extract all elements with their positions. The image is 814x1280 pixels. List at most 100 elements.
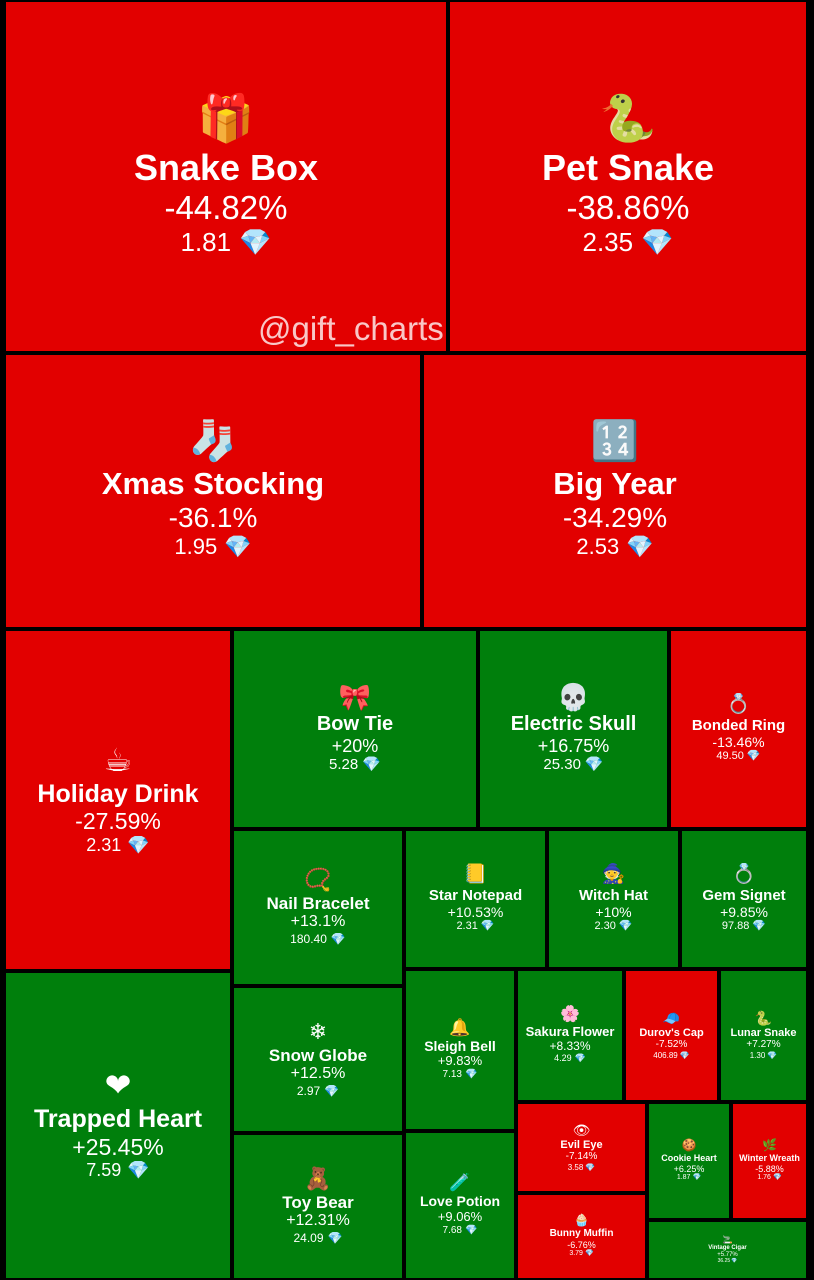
treemap-tile: 🎁 Snake Box -44.82% 1.81 💎 <box>4 0 448 353</box>
tile-change: -44.82% <box>164 188 288 226</box>
skull-icon: 💀 <box>557 681 590 712</box>
tile-name: Cookie Heart <box>661 1153 717 1164</box>
tile-name: Trapped Heart <box>33 1105 203 1134</box>
tile-price-value: 49.50 <box>716 750 744 763</box>
tile-name: Vintage Cigar <box>708 1244 747 1251</box>
treemap-tile: 🧪 Love Potion +9.06% 7.68 💎 <box>404 1131 516 1280</box>
tile-change: -5.88% <box>755 1163 784 1174</box>
tile-price: 1.81 💎 <box>181 227 272 258</box>
tile-price-value: 5.28 <box>329 756 359 774</box>
tile-price-value: 97.88 <box>721 920 750 933</box>
treemap-tile: 📿 Nail Bracelet +13.1% 180.40 💎 <box>232 829 404 986</box>
tile-price-value: 3.79 <box>569 1250 583 1258</box>
tile-price: 7.68 💎 <box>443 1225 478 1237</box>
tile-price-value: 2.97 <box>296 1083 321 1098</box>
tile-name: Nail Bracelet <box>266 893 370 913</box>
tile-price-value: 7.59 <box>86 1160 122 1181</box>
treemap-tile: 📒 Star Notepad +10.53% 2.31 💎 <box>404 829 547 969</box>
tile-name: Big Year <box>553 465 677 501</box>
tile-change: -7.52% <box>655 1039 688 1051</box>
tile-name: Star Notepad <box>428 886 523 904</box>
tile-price: 406.89 💎 <box>653 1051 689 1061</box>
tile-price-value: 180.40 <box>290 931 327 946</box>
treemap-tile: 💍 Bonded Ring -13.46% 49.50 💎 <box>669 629 808 829</box>
tile-name: Durov's Cap <box>639 1026 704 1039</box>
tile-price: 2.97 💎 <box>297 1084 339 1098</box>
tile-change: -27.59% <box>75 808 161 835</box>
gift-box-icon: 🎁 <box>197 92 255 145</box>
tile-price: 7.59 💎 <box>86 1160 149 1182</box>
tile-change: +9.83% <box>437 1053 483 1069</box>
gem-icon: 💎 <box>362 756 381 774</box>
tile-name: Winter Wreath <box>739 1153 800 1164</box>
tile-price-value: 1.76 <box>757 1174 771 1182</box>
gem-icon: 💎 <box>752 920 767 933</box>
tile-change: +16.75% <box>537 735 610 756</box>
gem-icon: 💎 <box>327 1230 343 1245</box>
treemap-tile: ☕ Holiday Drink -27.59% 2.31 💎 <box>4 629 232 971</box>
treemap-tile: 💀 Electric Skull +16.75% 25.30 💎 <box>478 629 669 829</box>
gem-icon: 💎 <box>224 533 252 559</box>
treemap-tile: 🌿 Winter Wreath -5.88% 1.76 💎 <box>731 1102 808 1220</box>
tile-price: 2.31 💎 <box>86 835 149 857</box>
tile-price-value: 406.89 <box>653 1050 678 1060</box>
tile-price-value: 1.87 <box>676 1174 691 1182</box>
tile-price: 36.25💎 <box>718 1258 738 1264</box>
tile-price-value: 2.35 <box>582 226 634 257</box>
tile-price-value: 1.95 <box>174 533 218 559</box>
gem-icon: 💎 <box>626 533 654 559</box>
treemap-tile: 🔢 Big Year -34.29% 2.53 💎 <box>422 353 808 629</box>
bracelet-icon: 📿 <box>304 866 332 892</box>
cigar-icon: 🚬 <box>722 1234 733 1244</box>
gem-icon: 💎 <box>692 1174 702 1182</box>
tile-change: +13.1% <box>290 913 346 931</box>
tile-price: 7.13 💎 <box>443 1069 478 1081</box>
tile-change: -34.29% <box>562 501 668 533</box>
tile-price: 3.79 💎 <box>569 1250 593 1258</box>
tile-change: +25.45% <box>72 1133 164 1160</box>
watermark: @gift_charts <box>258 310 444 347</box>
stocking-icon: 🧦 <box>188 419 238 463</box>
tile-price: 4.29 💎 <box>554 1053 586 1064</box>
tile-price: 2.35 💎 <box>583 227 674 258</box>
tile-price-value: 2.31 <box>456 920 478 933</box>
bell-icon: 🔔 <box>449 1017 471 1037</box>
tile-change: +10% <box>595 903 632 920</box>
tile-name: Bunny Muffin <box>549 1228 614 1240</box>
treemap-tile: 🐍 Pet Snake -38.86% 2.35 💎 <box>448 0 808 353</box>
gem-icon: 💎 <box>772 1174 782 1182</box>
gem-icon: 💎 <box>641 226 674 257</box>
tile-price: 25.30 💎 <box>543 756 603 774</box>
treemap-tile: 🌸 Sakura Flower +8.33% 4.29 💎 <box>516 969 624 1102</box>
tile-change: +12.5% <box>290 1065 346 1083</box>
tile-price-value: 24.09 <box>293 1230 324 1245</box>
number-2025-icon: 🔢 <box>590 419 640 463</box>
tile-name: Bonded Ring <box>691 716 786 734</box>
muffin-icon: 🧁 <box>574 1213 589 1228</box>
cap-icon: 🧢 <box>662 1009 681 1026</box>
notepad-icon: 📒 <box>463 863 488 885</box>
tile-price: 5.28 💎 <box>329 756 381 774</box>
tile-price-value: 7.68 <box>442 1224 462 1236</box>
gem-icon: 💎 <box>574 1053 586 1064</box>
tile-price: 97.88 💎 <box>722 920 766 933</box>
tile-name: Pet Snake <box>541 147 715 189</box>
gem-icon: 💎 <box>465 1069 478 1081</box>
tile-price: 1.76 💎 <box>757 1174 781 1182</box>
bow-tie-icon: 🎀 <box>338 681 372 712</box>
tile-price-value: 2.53 <box>576 533 620 559</box>
gem-icon: 💎 <box>679 1050 690 1060</box>
ring-icon: 💍 <box>726 693 751 715</box>
tile-name: Evil Eye <box>560 1138 603 1151</box>
tile-change: -7.14% <box>565 1151 598 1163</box>
tile-price: 1.95 💎 <box>174 534 251 560</box>
treemap-tile: 🧸 Toy Bear +12.31% 24.09 💎 <box>232 1133 404 1280</box>
tile-name: Electric Skull <box>510 712 637 735</box>
tile-name: Sleigh Bell <box>424 1037 496 1054</box>
tile-price-value: 2.30 <box>594 920 616 933</box>
wreath-icon: 🌿 <box>762 1138 777 1153</box>
tile-price: 180.40 💎 <box>290 932 346 946</box>
tile-price: 2.30 💎 <box>594 920 632 933</box>
potion-icon: 🧪 <box>449 1173 471 1193</box>
tile-price-value: 2.31 <box>86 834 122 855</box>
